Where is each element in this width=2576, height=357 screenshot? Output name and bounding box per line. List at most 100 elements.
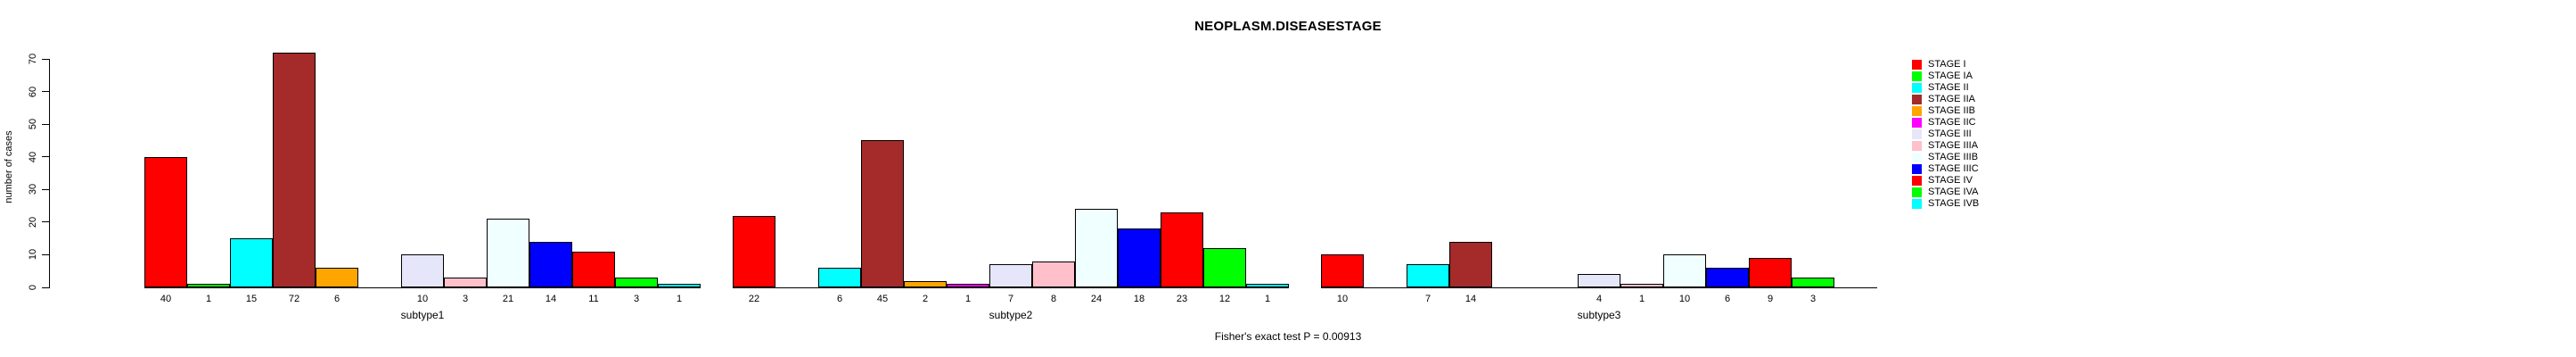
- chart-title: NEOPLASM.DISEASESTAGE: [1194, 19, 1382, 34]
- legend-swatch: [1912, 176, 1922, 186]
- bar-value-label: 21: [502, 294, 514, 304]
- y-tick-label: 10: [28, 249, 38, 261]
- bar: [230, 238, 273, 287]
- y-tick: [42, 91, 49, 93]
- bar: [1663, 254, 1706, 287]
- bar-value-label: 11: [588, 294, 599, 304]
- y-tick: [42, 253, 49, 255]
- legend-label: STAGE IIC: [1928, 117, 1976, 128]
- group-baseline: [733, 287, 1289, 288]
- legend-swatch: [1912, 141, 1922, 151]
- y-axis-label: number of cases: [4, 130, 14, 203]
- bar: [1246, 284, 1289, 287]
- bar: [444, 278, 487, 287]
- bar: [733, 216, 775, 287]
- legend-item: STAGE III: [1912, 129, 1972, 140]
- bar: [529, 242, 572, 287]
- legend-swatch: [1912, 83, 1922, 93]
- legend-swatch: [1912, 106, 1922, 116]
- bar: [989, 264, 1032, 287]
- y-tick-label: 40: [28, 151, 38, 162]
- bar: [1620, 284, 1663, 287]
- bar-value-label: 1: [676, 294, 683, 304]
- legend-swatch: [1912, 95, 1922, 104]
- bar-value-label: 8: [1050, 294, 1057, 304]
- legend-label: STAGE IIA: [1928, 94, 1975, 104]
- legend-label: STAGE IIIB: [1928, 152, 1979, 162]
- bar: [861, 140, 904, 287]
- bar-value-label: 1: [964, 294, 972, 304]
- bar: [1161, 212, 1203, 287]
- bar: [1075, 209, 1118, 287]
- bar: [487, 219, 529, 287]
- bar-value-label: 1: [1638, 294, 1645, 304]
- y-tick: [42, 188, 49, 190]
- y-tick-label: 70: [28, 53, 38, 65]
- y-tick-label: 50: [28, 119, 38, 130]
- legend-swatch: [1912, 199, 1922, 209]
- legend-swatch: [1912, 129, 1922, 139]
- legend-swatch: [1912, 118, 1922, 128]
- bar: [1749, 258, 1792, 287]
- bar: [401, 254, 444, 287]
- legend-item: STAGE IVA: [1912, 187, 1978, 198]
- y-tick-label: 30: [28, 184, 38, 195]
- bar-value-label: 10: [416, 294, 429, 304]
- y-tick: [42, 286, 49, 288]
- y-tick: [42, 156, 49, 158]
- group-label: subtype3: [1577, 309, 1621, 321]
- group-label: subtype1: [400, 309, 445, 321]
- bar: [1706, 268, 1749, 287]
- y-tick-label: 0: [28, 284, 38, 291]
- bar: [947, 284, 989, 287]
- bar-value-label: 15: [245, 294, 258, 304]
- bar-value-label: 2: [922, 294, 929, 304]
- bar-value-label: 40: [160, 294, 172, 304]
- bar-value-label: 3: [633, 294, 640, 304]
- legend-label: STAGE IVB: [1928, 198, 1980, 209]
- bar-value-label: 3: [1809, 294, 1817, 304]
- bar: [316, 268, 358, 287]
- bar: [144, 157, 187, 287]
- legend-label: STAGE IIB: [1928, 105, 1975, 116]
- bar-value-label: 18: [1133, 294, 1145, 304]
- bar: [1203, 248, 1246, 287]
- bar-value-label: 3: [462, 294, 469, 304]
- bar-value-label: 14: [545, 294, 557, 304]
- bar-value-label: 12: [1218, 294, 1231, 304]
- bar-value-label: 45: [876, 294, 889, 304]
- group-baseline: [1321, 287, 1877, 288]
- bar: [572, 252, 615, 287]
- fisher-test-annotation: Fisher's exact test P = 0.00913: [1214, 330, 1362, 343]
- bar-value-label: 6: [836, 294, 843, 304]
- legend-item: STAGE IVB: [1912, 198, 1979, 210]
- bar: [1792, 278, 1834, 287]
- legend-item: STAGE IIC: [1912, 117, 1976, 129]
- y-tick: [42, 123, 49, 125]
- bar: [1449, 242, 1492, 287]
- bar-value-label: 1: [1264, 294, 1271, 304]
- bar-value-label: 10: [1336, 294, 1349, 304]
- legend-label: STAGE IV: [1928, 175, 1973, 186]
- legend-label: STAGE IVA: [1928, 187, 1979, 197]
- bar-value-label: 1: [205, 294, 212, 304]
- y-tick: [42, 221, 49, 223]
- bar: [273, 53, 316, 287]
- legend-label: STAGE II: [1928, 82, 1969, 93]
- bar-value-label: 10: [1678, 294, 1691, 304]
- legend-label: STAGE I: [1928, 59, 1966, 70]
- group-label: subtype2: [989, 309, 1033, 321]
- bar: [1118, 228, 1161, 287]
- bar-value-label: 22: [748, 294, 760, 304]
- legend-item: STAGE IIA: [1912, 94, 1975, 105]
- bar-value-label: 7: [1424, 294, 1432, 304]
- bar: [818, 268, 861, 287]
- bar: [1407, 264, 1449, 287]
- legend-swatch: [1912, 164, 1922, 174]
- legend-item: STAGE II: [1912, 82, 1969, 94]
- bar-value-label: 72: [288, 294, 300, 304]
- legend-item: STAGE IIB: [1912, 105, 1975, 117]
- legend-item: STAGE IIIC: [1912, 163, 1979, 175]
- bar-value-label: 24: [1090, 294, 1103, 304]
